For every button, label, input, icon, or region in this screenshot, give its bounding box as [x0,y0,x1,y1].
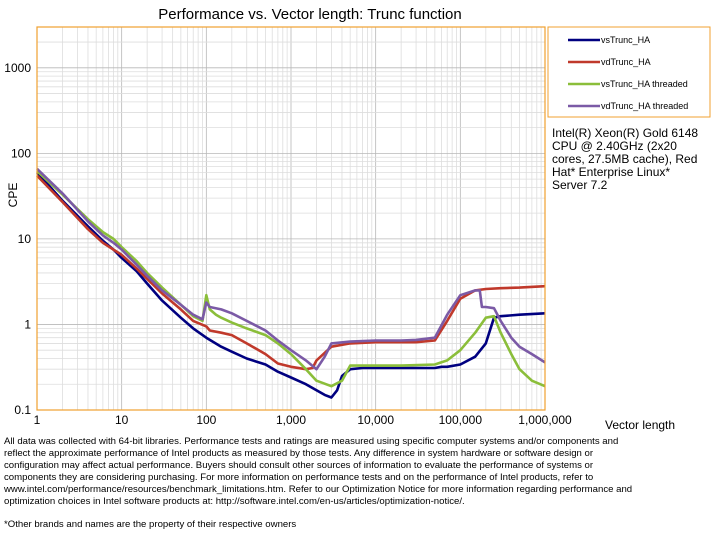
series-line-1 [36,171,546,399]
chart-title: Performance vs. Vector length: Trunc fun… [158,6,462,23]
plot-area-border [36,26,546,411]
x-axis-label: Vector length [605,418,675,432]
x-tick-label: 1,000 [276,413,306,427]
x-tick-label: 100 [196,413,216,427]
disclaimer-line: optimization choices in Intel software p… [4,496,465,508]
x-tick-label: 10 [115,413,129,427]
legend-label: vsTrunc_HA threaded [601,79,688,89]
legend-label: vdTrunc_HA threaded [601,101,688,111]
legend-label: vdTrunc_HA [601,57,651,67]
footnote: *Other brands and names are the property… [4,519,297,530]
series-line-3 [36,170,546,388]
x-tick-label: 1,000,000 [518,413,572,427]
chart: Performance vs. Vector length: Trunc fun… [4,6,711,432]
x-tick-label: 1 [34,413,41,427]
disclaimer-line: components they are considering purchasi… [4,472,594,484]
disclaimer-line: configuration may affect actual performa… [4,460,594,472]
y-tick-label: 1 [24,317,31,331]
legend-label: vsTrunc_HA [601,35,650,45]
info-line: CPU @ 2.40GHz (2x20 [552,139,677,153]
x-tick-label: 100,000 [439,413,483,427]
disclaimer: All data was collected with 64-bit libra… [4,436,706,509]
x-tick-label: 10,000 [357,413,394,427]
y-tick-label: 100 [11,146,31,160]
legend: vsTrunc_HA vdTrunc_HA vsTrunc_HA threaded v… [547,26,711,118]
tick-labels: 1 10 100 1,000 10,000 100,000 1,000,0000.11101… [4,61,572,427]
info-line: cores, 27.5MB cache), Red [552,152,698,166]
series-lines [36,167,546,399]
disclaimer-line: All data was collected with 64-bit libra… [4,436,619,447]
system-info: Intel(R) Xeon(R) Gold 6148 CPU @ 2.40GHz… [552,127,710,192]
y-axis-label: CPE [6,183,20,208]
y-tick-label: 0.1 [14,403,31,417]
series-line-4 [36,167,546,371]
disclaimer-line: reflect the approximate performance of I… [4,448,594,460]
legend-box [547,26,711,118]
series-line-2 [36,174,546,371]
y-tick-label: 10 [18,232,32,246]
y-tick-label: 1000 [4,61,31,75]
disclaimer-line: www.intel.com/performance/resources/benc… [4,484,633,496]
grid [37,27,545,410]
info-line: Server 7.2 [552,178,608,192]
info-line: Intel(R) Xeon(R) Gold 6148 [552,126,699,140]
info-line: Hat* Enterprise Linux* [552,165,671,179]
